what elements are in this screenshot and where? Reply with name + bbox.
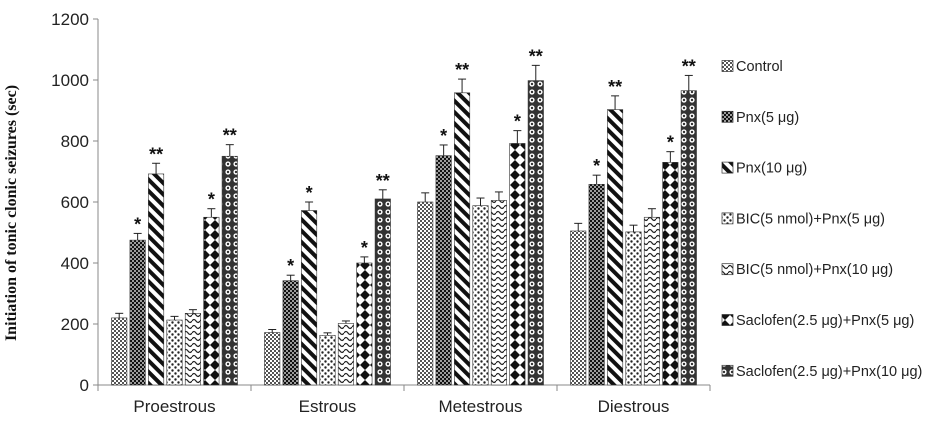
x-axis: Proestrous Estrous Metestrous Diestrous [97, 384, 711, 416]
significance-label: ** [223, 126, 237, 146]
bar [607, 109, 624, 386]
bar [356, 262, 373, 386]
category-label: Proestrous [133, 397, 215, 416]
y-tick-label: 400 [61, 254, 89, 273]
significance-label: * [593, 156, 600, 176]
bar [337, 323, 354, 386]
bar [625, 231, 642, 386]
bar [203, 216, 220, 386]
significance-label: * [287, 256, 294, 276]
bar [680, 90, 697, 386]
significance-label: * [134, 214, 141, 234]
bar [184, 313, 201, 386]
y-axis: 0 200 400 600 800 1000 1200 [51, 10, 99, 395]
bars: *********************** [111, 46, 697, 386]
significance-label: ** [682, 56, 696, 76]
legend-label: Pnx(10 μg) [736, 161, 807, 177]
y-tick-label: 1000 [51, 71, 89, 90]
bar [527, 80, 544, 386]
legend-swatch [721, 364, 734, 377]
y-tick-label: 600 [61, 193, 89, 212]
significance-label: * [667, 133, 674, 153]
legend: Control Pnx(5 μg) Pnx(10 μg) BIC(5 nmol)+Pn… [721, 59, 922, 380]
bar [643, 216, 660, 386]
y-tick-label: 800 [61, 132, 89, 151]
legend-swatch [721, 212, 734, 225]
bar [570, 230, 587, 386]
legend-label: Pnx(5 μg) [736, 110, 799, 126]
bar [588, 184, 605, 386]
legend-swatch [721, 314, 734, 326]
y-tick-label: 200 [61, 315, 89, 334]
category-label: Estrous [299, 397, 357, 416]
legend-swatch [721, 60, 734, 72]
bar [509, 143, 526, 386]
bar [264, 332, 281, 386]
significance-label: * [514, 112, 521, 132]
significance-label: * [306, 183, 313, 203]
legend-label: BIC(5 nmol)+Pnx(10 μg) [736, 262, 893, 278]
bar [374, 198, 391, 386]
bar [319, 334, 336, 386]
significance-label: ** [149, 144, 163, 164]
bar [111, 317, 128, 386]
bar [417, 201, 434, 386]
bar [662, 162, 679, 386]
y-tick-label: 0 [80, 376, 89, 395]
significance-label: * [361, 238, 368, 258]
significance-label: ** [608, 77, 622, 97]
significance-label: ** [455, 60, 469, 80]
significance-label: * [208, 190, 215, 210]
y-tick-label: 1200 [51, 10, 89, 29]
y-axis-label: Initiation of tonic clonic seizures (sec… [3, 85, 20, 341]
significance-label: * [440, 126, 447, 146]
legend-label: BIC(5 nmol)+Pnx(5 μg) [736, 211, 885, 227]
bar [472, 205, 489, 386]
category-label: Diestrous [598, 397, 670, 416]
legend-swatch [721, 263, 734, 276]
bar [435, 155, 452, 386]
legend-swatch [721, 110, 734, 123]
bar [282, 280, 299, 386]
bar [490, 200, 507, 386]
bar [148, 173, 165, 386]
significance-label: ** [529, 46, 543, 66]
bar [166, 319, 183, 386]
bar [301, 210, 318, 386]
legend-label: Saclofen(2.5 μg)+Pnx(5 μg) [736, 313, 914, 329]
bar [129, 239, 146, 386]
legend-swatch [721, 161, 734, 174]
category-label: Metestrous [438, 397, 522, 416]
bar [454, 92, 471, 386]
legend-label: Saclofen(2.5 μg)+Pnx(10 μg) [736, 364, 922, 380]
legend-label: Control [736, 59, 783, 75]
bar [221, 155, 238, 386]
significance-label: ** [376, 171, 390, 191]
